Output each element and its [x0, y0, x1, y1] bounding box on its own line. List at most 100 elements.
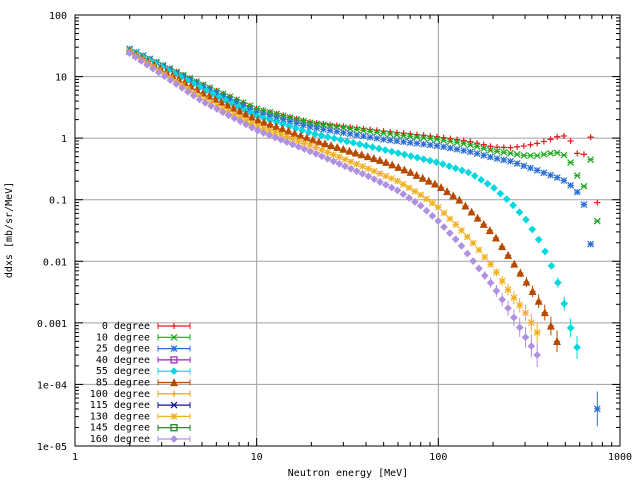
data-point	[445, 162, 454, 171]
data-point	[560, 177, 568, 184]
data-point	[540, 150, 548, 158]
data-point	[498, 242, 507, 251]
data-point	[306, 123, 314, 131]
data-point	[463, 249, 472, 258]
data-point	[420, 134, 428, 142]
data-point	[438, 160, 447, 168]
data-point	[547, 262, 556, 270]
data-point	[433, 135, 441, 143]
data-point	[457, 242, 466, 250]
series-85-degree	[125, 46, 561, 353]
data-point	[368, 143, 377, 151]
data-point	[516, 301, 524, 309]
data-point	[580, 182, 588, 190]
data-point	[487, 143, 494, 150]
data-point	[440, 143, 448, 151]
data-point	[358, 169, 367, 178]
data-point	[381, 146, 390, 154]
data-point	[494, 144, 501, 151]
data-point	[546, 321, 555, 330]
data-point	[534, 296, 543, 305]
data-point	[486, 278, 495, 287]
data-point	[485, 226, 494, 235]
y-tick-label: 10	[55, 73, 67, 84]
data-point	[294, 142, 303, 151]
data-point	[400, 132, 408, 139]
plot-frame	[74, 14, 621, 447]
data-point	[475, 246, 483, 254]
data-point	[335, 159, 344, 168]
data-point	[375, 144, 383, 153]
data-point	[458, 166, 466, 175]
data-point	[376, 178, 384, 186]
legend-marker	[170, 333, 178, 341]
data-point	[507, 149, 514, 157]
data-point	[424, 176, 433, 185]
data-point	[330, 134, 339, 143]
data-point	[295, 137, 302, 145]
data-point	[522, 215, 530, 224]
x-tick-label: 1	[72, 452, 78, 463]
data-point	[467, 138, 474, 145]
y-tick-label: 1	[61, 134, 67, 145]
legend-marker	[170, 356, 178, 364]
data-point	[460, 137, 467, 144]
data-point	[386, 130, 394, 138]
data-point	[369, 154, 378, 162]
data-point	[352, 167, 361, 176]
legend-label: 85 degree	[96, 378, 150, 389]
data-point	[333, 128, 341, 136]
data-point	[515, 323, 524, 332]
data-point	[306, 147, 314, 156]
data-point	[195, 95, 204, 104]
data-point	[304, 128, 313, 137]
data-point	[272, 122, 281, 131]
data-point	[527, 141, 534, 148]
data-point	[483, 179, 492, 188]
data-point	[278, 124, 287, 133]
data-point	[346, 125, 354, 133]
data-point	[451, 164, 460, 173]
data-point	[346, 130, 354, 138]
data-point	[172, 80, 181, 88]
data-point	[528, 287, 537, 295]
data-point	[580, 151, 587, 158]
data-point	[522, 277, 531, 286]
data-point	[554, 278, 562, 287]
data-point	[386, 136, 394, 144]
data-point	[440, 136, 448, 144]
data-point	[411, 198, 419, 206]
data-point	[335, 153, 343, 161]
data-point	[514, 143, 521, 150]
data-point	[492, 287, 501, 295]
data-point	[553, 337, 561, 345]
y-tick-label: 0.001	[37, 319, 67, 330]
data-point	[326, 127, 334, 134]
data-point	[339, 144, 348, 153]
data-point	[318, 146, 326, 154]
data-point	[446, 215, 454, 223]
data-point	[340, 129, 347, 137]
data-point	[400, 138, 408, 146]
data-point	[149, 64, 157, 73]
data-point	[540, 169, 548, 177]
data-point	[400, 165, 409, 174]
data-point	[547, 149, 554, 157]
data-point	[235, 106, 244, 115]
data-point	[428, 199, 436, 207]
data-point	[533, 152, 541, 160]
data-point	[560, 299, 569, 308]
data-point	[540, 138, 547, 145]
legend-label: 10 degree	[96, 332, 150, 343]
data-point	[480, 141, 487, 148]
data-point	[500, 144, 507, 151]
data-point	[541, 247, 549, 256]
data-point	[400, 150, 409, 159]
data-point	[218, 108, 227, 116]
data-point	[143, 60, 151, 69]
data-point	[242, 120, 250, 129]
data-point	[451, 235, 460, 244]
data-point	[236, 117, 245, 126]
